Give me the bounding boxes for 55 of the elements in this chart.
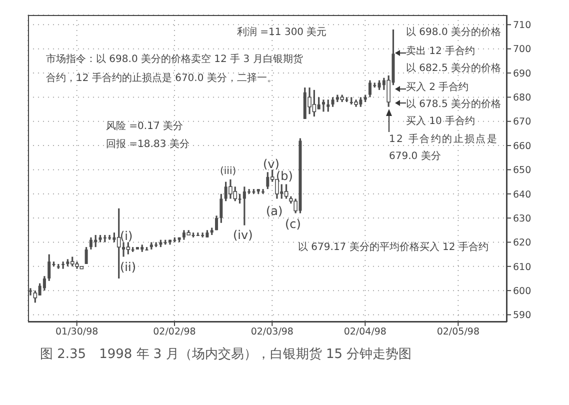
y-tick-label: 680 xyxy=(513,92,532,104)
annotation: (b) xyxy=(276,169,293,183)
candlestick xyxy=(29,287,32,296)
annotation: (v) xyxy=(263,157,280,171)
y-tick-label: 600 xyxy=(513,286,532,297)
annotation: 买入 10 手合约 xyxy=(406,115,476,129)
y-tick-label: 590 xyxy=(513,310,532,322)
candlestick xyxy=(284,183,288,200)
candlestick xyxy=(215,214,218,231)
candlestick xyxy=(326,98,330,112)
annotation: 以 698.0 美分的价格 xyxy=(406,26,501,40)
annotation: 以 682.5 美分的价格 xyxy=(406,62,501,76)
y-tick-label: 700 xyxy=(513,44,532,56)
annotation: 679.0 美分 xyxy=(389,150,441,164)
annotation: (i) xyxy=(120,229,133,243)
annotation: 市场指令：以 698.0 美分的价格卖空 12 手 3 月白银期货合约，12 手合约的止损点是 670.0 美分，二择一。 xyxy=(46,52,304,86)
y-tick-label: 640 xyxy=(513,189,532,200)
annotation: 回报 =18.83 美分 xyxy=(106,138,190,152)
candlestick xyxy=(331,96,334,108)
annotation: 利润 =11 300 美元 xyxy=(237,26,327,40)
annotation: 风险 =0.17 美分 xyxy=(106,120,184,134)
y-tick-label: 610 xyxy=(513,262,532,273)
y-tick-label: 650 xyxy=(513,165,532,176)
annotation: (a) xyxy=(266,204,283,218)
y-tick-label: 690 xyxy=(513,68,532,80)
y-tick-label: 630 xyxy=(513,213,532,224)
candlestick xyxy=(33,290,38,304)
annotation: (iv) xyxy=(233,228,253,242)
x-tick-label: 02/04/98 xyxy=(344,326,386,338)
candlestick xyxy=(116,208,121,280)
y-tick-label: 710 xyxy=(513,20,532,32)
annotation: 买入 2 手合约 xyxy=(406,81,469,95)
candlestick xyxy=(262,188,265,195)
candlestick xyxy=(42,275,46,292)
annotation: 以 679.17 美分的平均价格买入 12 手合约 xyxy=(298,241,488,255)
candlestick xyxy=(84,246,88,265)
candlestick xyxy=(48,254,51,282)
x-tick-label: 02/02/98 xyxy=(153,326,196,338)
annotation: 12 手合约的止损点是 xyxy=(389,133,498,147)
candlestick xyxy=(322,98,325,112)
x-tick-label: 02/03/98 xyxy=(250,326,294,338)
x-tick-label: 01/30/98 xyxy=(55,326,98,338)
annotation: (ii) xyxy=(120,260,136,274)
candlestick xyxy=(126,241,130,256)
annotation: 卖出 12 手合约 xyxy=(406,45,476,59)
annotation: (iii) xyxy=(220,165,236,179)
y-tick-label: 670 xyxy=(513,116,532,128)
candlestick xyxy=(220,193,223,224)
y-tick-label: 660 xyxy=(513,140,532,152)
y-tick-label: 620 xyxy=(513,238,532,249)
x-tick-label: 02/05/98 xyxy=(436,326,480,338)
candlestick xyxy=(145,246,148,250)
annotation: (c) xyxy=(285,217,301,231)
annotation: 以 678.5 美分的价格 xyxy=(406,98,501,112)
text: 图 2.35 1998 年 3 月（场内交易），白银期货 15 分钟走势图 xyxy=(40,346,412,363)
